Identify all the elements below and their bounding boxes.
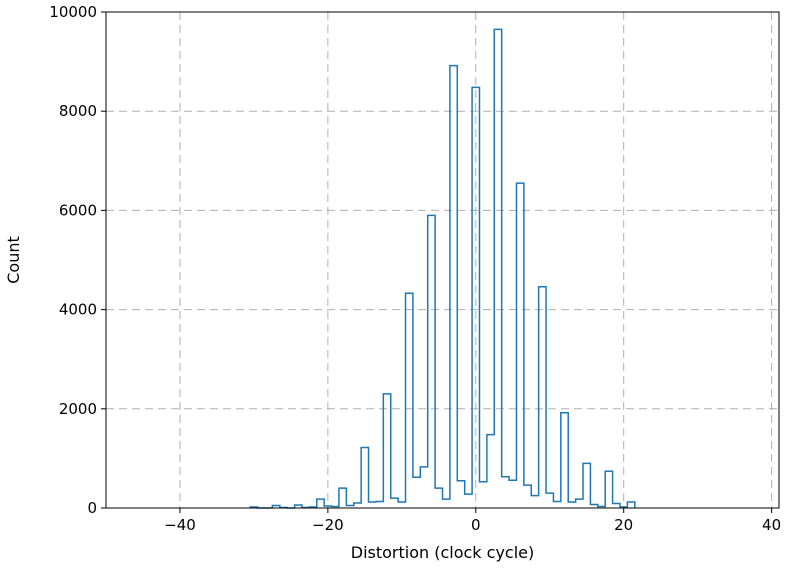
histogram-bin [576, 499, 583, 508]
histogram-bin [494, 29, 501, 508]
histogram-bin [524, 485, 531, 508]
x-tick-label: 0 [471, 516, 481, 534]
x-tick-label: −40 [164, 516, 196, 534]
y-tick-label: 10000 [49, 3, 97, 21]
x-tick-label: 40 [762, 516, 781, 534]
histogram-bin [450, 66, 457, 508]
histogram-bin [583, 463, 590, 508]
histogram-bin [553, 502, 560, 508]
x-tick-label: 20 [614, 516, 633, 534]
grid-lines [106, 11, 779, 509]
x-tick-label: −20 [312, 516, 344, 534]
histogram-bin [487, 435, 494, 508]
histogram-bin [546, 493, 553, 508]
plot-area-frame [105, 11, 780, 509]
y-tick-label: 4000 [59, 301, 97, 319]
histogram-bin [457, 481, 464, 508]
histogram-bin [516, 183, 523, 508]
axis-ticks: −40 −20 0 20 40 0 2000 4000 6000 8000 10000 [49, 3, 781, 534]
histogram-bin [376, 502, 383, 508]
histogram-bin [561, 413, 568, 508]
histogram-bin [605, 471, 612, 508]
histogram-bin [420, 467, 427, 508]
histogram-bin [383, 394, 390, 508]
histogram-bin [435, 488, 442, 508]
histogram-bin [317, 499, 324, 508]
histogram-bin [502, 477, 509, 508]
histogram-bin [509, 480, 516, 508]
histogram-bin [428, 215, 435, 508]
histogram-bin [339, 488, 346, 508]
histogram-bin [398, 502, 405, 508]
histogram-bin [539, 287, 546, 508]
histogram-bin [465, 494, 472, 508]
histogram-bin [568, 502, 575, 508]
y-tick-label: 2000 [59, 400, 97, 418]
histogram-bin [413, 477, 420, 508]
histogram-bin [369, 502, 376, 508]
histogram-bin [479, 482, 486, 508]
y-axis-label: Count [4, 236, 23, 284]
histogram-bin [391, 498, 398, 508]
histogram-bin [361, 447, 368, 508]
histogram-bin [406, 293, 413, 508]
x-axis-label: Distortion (clock cycle) [351, 543, 535, 562]
histogram-step-line [249, 28, 636, 509]
histogram-bin [531, 496, 538, 508]
y-tick-label: 0 [87, 499, 97, 517]
histogram-bin [443, 499, 450, 508]
y-tick-label: 8000 [59, 102, 97, 120]
y-tick-label: 6000 [59, 201, 97, 219]
histogram-bin [627, 502, 634, 508]
